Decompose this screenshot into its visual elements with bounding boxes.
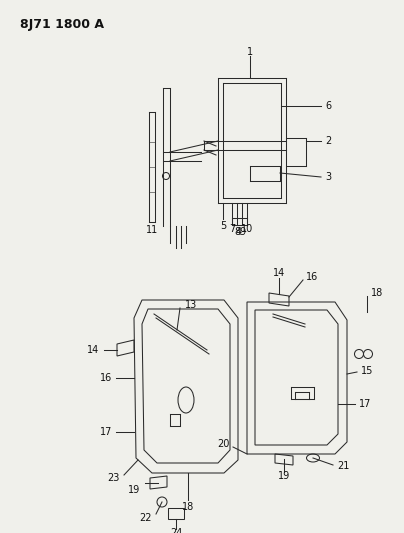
Text: 5: 5	[220, 221, 226, 231]
Text: 14: 14	[87, 345, 99, 355]
Text: 8: 8	[234, 227, 240, 237]
Text: 4: 4	[236, 227, 242, 237]
Text: 8J71 1800 A: 8J71 1800 A	[20, 18, 104, 31]
Text: 2: 2	[325, 136, 331, 146]
Text: 17: 17	[359, 399, 371, 409]
Text: 18: 18	[371, 288, 383, 298]
Text: 20: 20	[218, 439, 230, 449]
Text: 16: 16	[306, 272, 318, 282]
Text: 13: 13	[185, 300, 197, 310]
Text: 10: 10	[241, 224, 253, 234]
Text: 11: 11	[146, 225, 158, 235]
Text: 16: 16	[100, 373, 112, 383]
Text: 7: 7	[229, 224, 235, 234]
Text: 17: 17	[100, 427, 112, 437]
Text: 23: 23	[107, 473, 120, 483]
Text: 14: 14	[273, 268, 285, 278]
Text: 19: 19	[128, 485, 140, 495]
Text: 22: 22	[139, 513, 152, 523]
Text: 1: 1	[247, 47, 253, 57]
Text: 3: 3	[325, 172, 331, 182]
Text: 9: 9	[239, 227, 245, 237]
Text: 24: 24	[170, 528, 182, 533]
Text: 19: 19	[278, 471, 290, 481]
Text: 15: 15	[361, 366, 373, 376]
Text: 18: 18	[182, 502, 194, 512]
Text: 21: 21	[337, 461, 349, 471]
Text: 6: 6	[325, 101, 331, 111]
